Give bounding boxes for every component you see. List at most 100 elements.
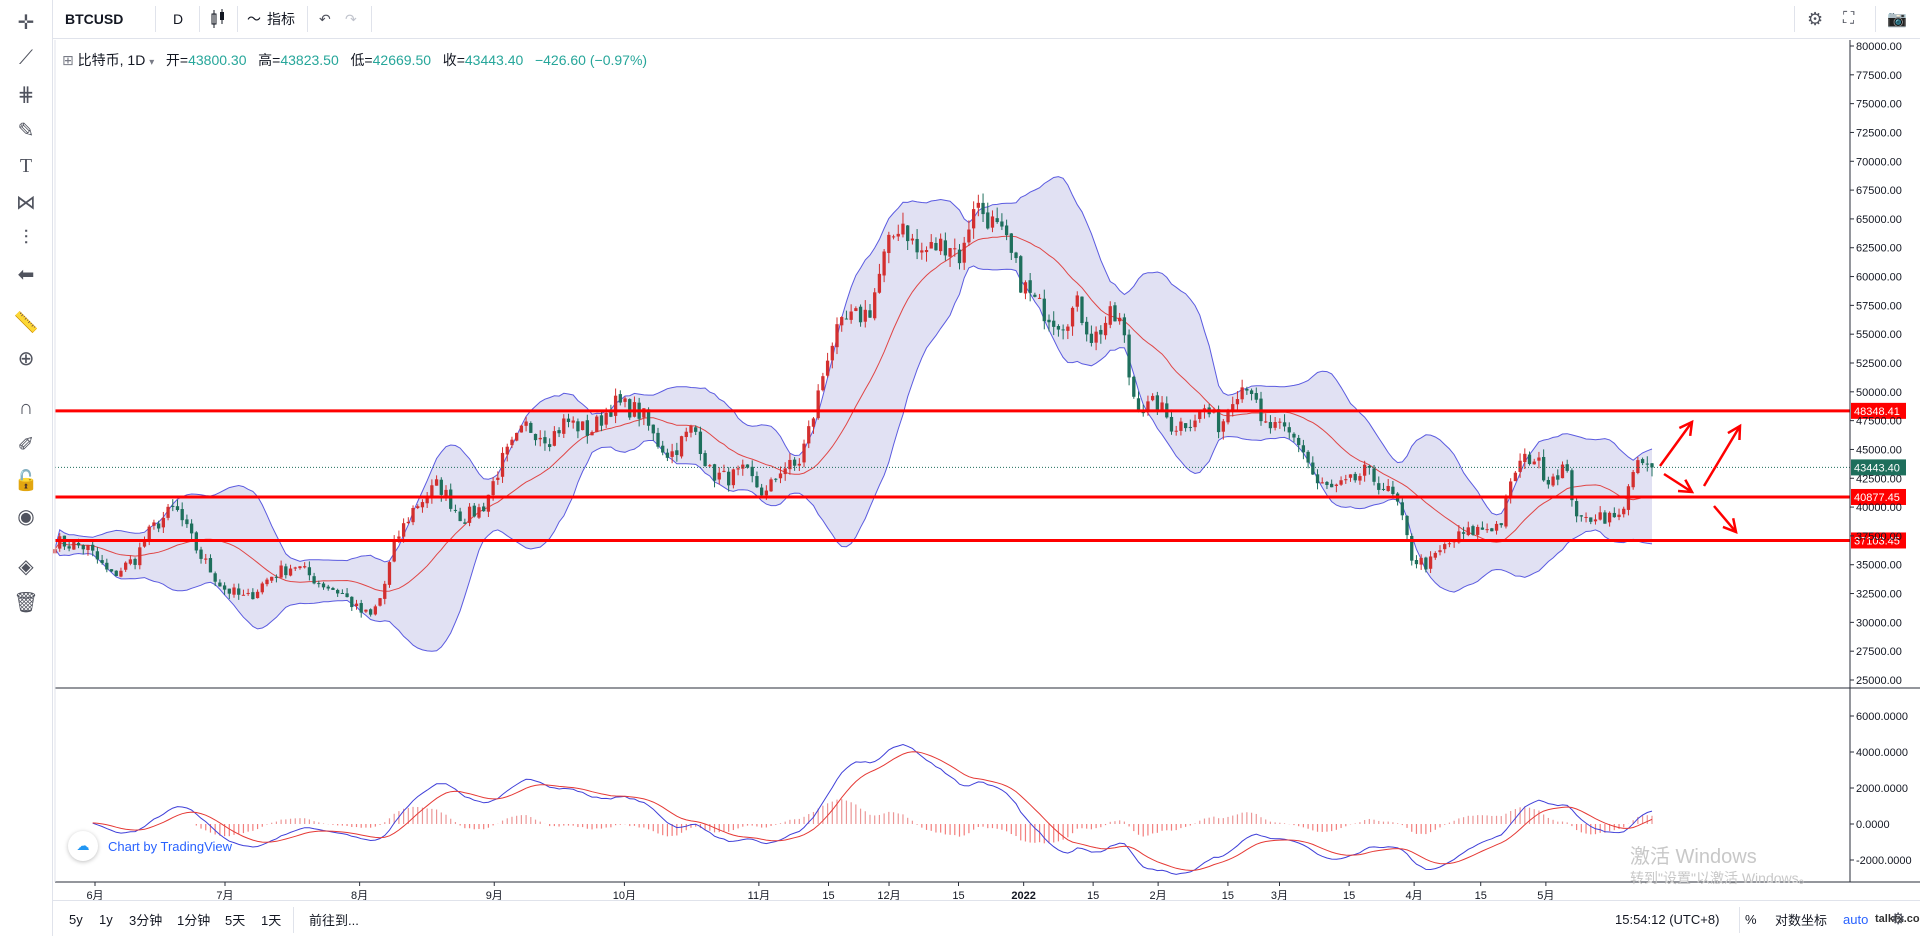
candle-body [1070,307,1075,327]
price-tick-label: 40000.00 [1856,502,1902,514]
settings-gear-icon[interactable]: ⚙ [1807,8,1824,29]
legend-dropdown-icon[interactable]: ▾ [149,57,155,68]
prediction-icon[interactable]: ⫶ [23,226,29,249]
up-arrow-2 [1702,423,1742,487]
candle-body [1537,457,1541,461]
candle-body [1278,421,1282,423]
candle-body [472,505,476,517]
candle-body [736,468,740,470]
tradingview-link[interactable]: Chart by TradingView [108,838,233,854]
camera-icon[interactable]: 📷 [1887,11,1907,28]
candle [1386,479,1390,492]
candle-body [1094,331,1098,343]
ruler-icon[interactable]: 📏 [13,311,39,334]
candle-body [1377,483,1381,490]
legend-expand-icon[interactable]: ⊞ [62,52,74,68]
candle [298,566,302,570]
tradingview-badge[interactable]: ☁ Chart by TradingView [68,831,232,861]
candles-icon[interactable] [209,0,227,38]
candle-body [91,544,95,551]
candle-body [939,238,943,252]
range-1d[interactable]: 1天 [261,912,282,928]
price-tick-label: 57500.00 [1856,300,1902,312]
candle [1612,507,1616,518]
candle [543,430,547,451]
eye-icon[interactable]: ◉ [17,505,35,528]
candle-body [1650,463,1654,468]
candle [463,518,467,524]
candle-body [72,541,76,550]
candle [383,580,387,605]
candle [1622,506,1626,518]
candle [67,541,71,552]
candle-body [547,444,552,447]
candle-body [1028,280,1032,293]
goto-date-button[interactable]: 前往到... [309,912,359,928]
candle-body [1617,514,1621,518]
indicators-button[interactable]: 〜 指标 [247,0,295,38]
redo-icon[interactable]: ↷ [345,10,357,27]
candle-body [1108,306,1112,325]
candle-body [420,502,425,508]
time-tick-label: 4月 [1406,890,1423,902]
candle [1193,414,1197,432]
candle-body [1457,531,1461,543]
candle-body [477,507,481,518]
candle [1509,478,1513,504]
candle [901,212,905,238]
candle-body [1037,297,1042,299]
candle [1278,418,1282,429]
fullscreen-icon[interactable]: ⛶ [1843,10,1855,27]
undo-icon[interactable]: ↶ [319,10,331,27]
candle [1348,474,1353,482]
candle [1118,312,1122,325]
trendline-icon[interactable]: ⟋ [19,46,33,69]
macd-tick-label: 6000.0000 [1856,711,1908,723]
log-scale-toggle[interactable]: 对数坐标 [1775,912,1828,928]
trash-icon[interactable]: 🗑 [13,591,39,614]
candle [745,464,750,469]
candle-body [684,431,688,438]
candle-body [778,473,783,479]
price-tick-label: 27500.00 [1856,646,1902,658]
candle-body [854,308,858,311]
lock-pencil-icon[interactable]: ✐ [17,433,35,456]
candle-body [109,569,114,572]
clock-timezone[interactable]: 15:54:12 (UTC+8) [1615,911,1720,927]
candle-body [1174,430,1178,432]
candle-body [185,519,189,525]
magnet-icon[interactable]: ∩ [18,396,34,419]
candle-body [910,238,915,241]
candle-body [1358,476,1362,481]
pattern-icon[interactable]: ⋈ [16,191,36,214]
fib-icon[interactable]: ⋕ [17,83,35,106]
range-5d[interactable]: 5天 [225,912,246,928]
crosshair-icon[interactable]: ✛ [17,11,35,34]
percent-toggle[interactable]: % [1745,911,1757,927]
candle [1518,453,1522,478]
range-5y[interactable]: 5y [69,911,83,927]
candle-body [439,479,443,495]
candle-body [387,562,392,585]
chart-settings-icon[interactable]: ⚙ [1891,911,1906,928]
candle-body [100,560,104,564]
candle-body [237,588,241,595]
layers-icon[interactable]: ◈ [18,555,34,578]
range-1min[interactable]: 1分钟 [177,912,211,928]
candle-body [1132,376,1136,397]
text-icon[interactable]: T [19,154,33,177]
candle-body [1193,420,1197,428]
range-3min[interactable]: 3分钟 [129,912,163,928]
interval-button[interactable]: D [173,11,184,27]
zoom-icon[interactable]: ⊕ [17,347,35,370]
unlock-icon[interactable]: 🔓 [13,469,39,492]
brush-icon[interactable]: ✎ [17,119,35,142]
back-arrow-icon[interactable]: ⬅ [17,263,35,286]
candle [1584,512,1588,523]
symbol-search[interactable]: BTCUSD [65,11,124,27]
candle [552,426,557,447]
candle-body [1216,409,1221,433]
auto-scale-toggle[interactable]: auto [1843,911,1869,927]
range-1y[interactable]: 1y [99,911,113,927]
